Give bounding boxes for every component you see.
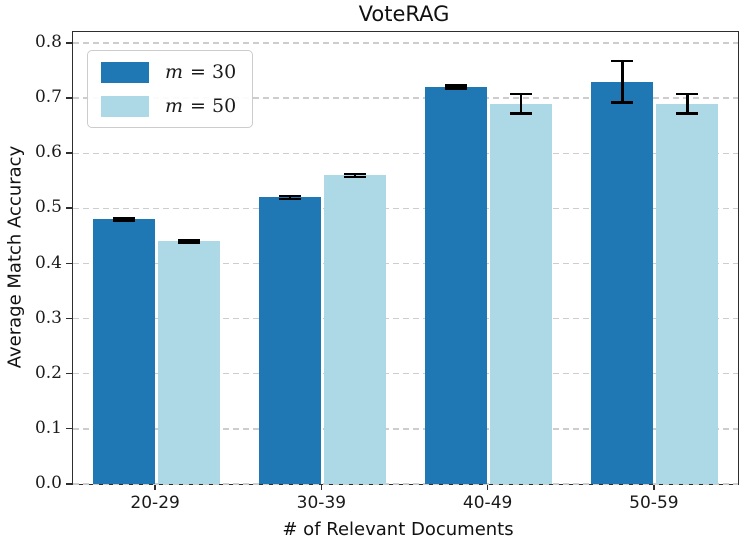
error-bar-line [454,84,458,90]
error-bar-line [611,59,634,63]
error-bar-m=50-20-29 [177,239,200,244]
error-bar-line [177,241,200,244]
error-bar-line [676,92,699,96]
legend-symbol: m [165,95,184,117]
error-bar-m=30-50-59 [611,59,634,104]
x-axis-label: # of Relevant Documents [282,519,514,540]
error-bar-line [611,101,634,104]
error-bar-line [445,87,468,90]
gridline-y-0.4 [73,262,738,265]
error-bar-line [112,217,135,220]
error-bar-line [519,92,523,115]
error-bar-m=30-20-29 [112,217,135,222]
error-bar-line [676,112,699,115]
error-bar-line [278,194,301,198]
legend-label-m50: m = 50 [165,95,236,117]
gridline-y-0.1 [73,428,738,430]
gridline-y-0.7 [73,97,738,99]
error-bar-line [621,59,624,104]
error-bar-m=30-30-39 [278,194,301,201]
error-bar-m=50-40-49 [510,92,533,115]
error-bar-m=50-30-39 [343,172,366,179]
y-tick-label: 0.0 [34,473,62,493]
error-bar-line [353,172,357,179]
legend-label-m30: m = 30 [165,61,236,83]
x-tick-mark [320,484,323,491]
gridline-y-0.5 [73,207,738,210]
x-tick-label-30-39: 30-39 [296,493,347,513]
bar-m=50-40-49 [490,103,553,484]
error-bar-line [510,112,533,115]
error-bar-line [686,92,689,115]
y-tick-mark [66,42,72,44]
legend-item-m30: m = 30 [101,61,236,83]
error-bar-line [288,194,292,201]
y-tick-mark [66,372,72,375]
error-bar-line [278,197,301,201]
legend-value: = 50 [190,95,237,117]
bar-m=50-20-29 [157,241,220,484]
x-tick-label-40-49: 40-49 [462,493,513,513]
x-tick-label-50-59: 50-59 [629,493,679,513]
error-bar-line [510,92,533,96]
error-bar-line [343,172,366,176]
y-tick-label: 0.1 [34,417,62,438]
bar-m=50-30-39 [323,175,386,484]
y-tick-label: 0.2 [34,362,62,383]
y-tick-label: 0.7 [34,87,62,108]
y-tick-mark [66,207,72,209]
y-tick-label: 0.3 [34,307,62,328]
x-tick-mark [486,484,489,491]
x-tick-label-20-29: 20-29 [130,493,180,513]
gridline-y-0.8 [73,42,738,44]
legend-swatch-m50 [101,95,149,117]
error-bar-m=30-40-49 [445,84,468,90]
bar-m=30-30-39 [258,197,321,484]
y-tick-label: 0.8 [34,32,62,53]
y-tick-mark [66,152,72,154]
y-tick-mark [66,262,72,264]
chart-title: VoteRAG [358,2,450,26]
error-bar-m=50-50-59 [676,92,699,115]
legend: m = 30 m = 50 [87,50,254,128]
y-tick-mark [66,427,72,430]
y-tick-label: 0.6 [34,142,62,163]
x-tick-mark [154,484,156,491]
y-tick-mark [66,483,72,485]
error-bar-line [112,219,135,222]
legend-swatch-m30 [101,61,149,83]
y-tick-mark [66,97,72,99]
error-bar-line [445,84,468,87]
bar-m=30-40-49 [425,87,488,484]
error-bar-line [177,239,200,242]
gridline-y-0.2 [73,373,738,375]
y-tick-label: 0.5 [34,197,62,218]
error-bar-line [343,175,366,179]
legend-symbol: m [165,61,184,83]
x-tick-mark [653,484,655,491]
bar-m=30-20-29 [92,219,155,484]
gridline-y-0.0 [73,483,738,485]
y-tick-mark [66,317,72,320]
gridline-y-0.3 [73,317,738,320]
bar-m=30-50-59 [591,81,654,484]
plot-area: m = 30 m = 50 [72,31,739,485]
legend-value: = 30 [190,61,237,83]
bar-m=50-50-59 [656,103,719,484]
y-tick-label: 0.4 [34,252,62,273]
gridline-y-0.6 [73,152,738,154]
legend-item-m50: m = 50 [101,95,236,117]
